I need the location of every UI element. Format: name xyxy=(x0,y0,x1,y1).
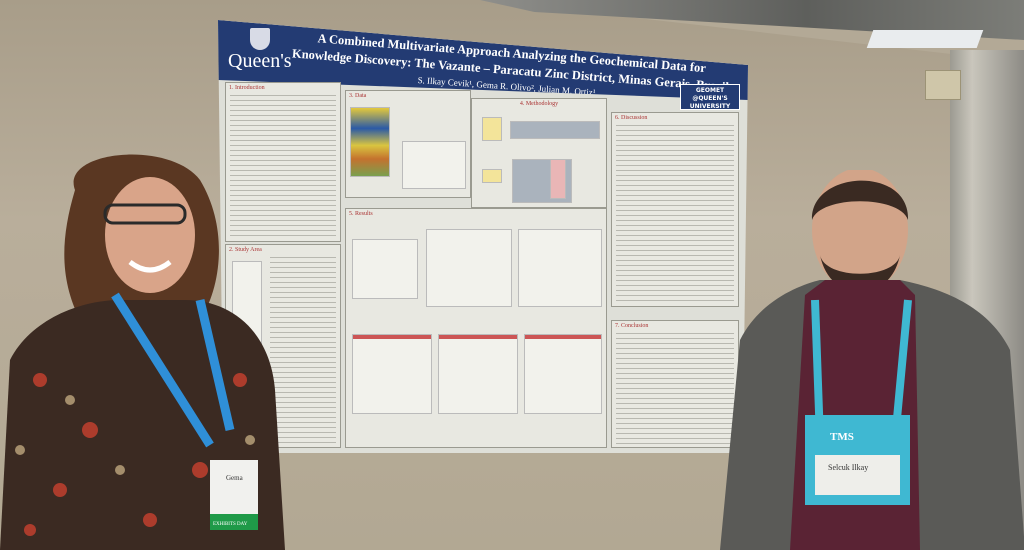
section-introduction: 1. Introduction xyxy=(225,82,341,242)
section-heading: 7. Conclusion xyxy=(615,323,649,329)
section-heading: 2. Study Area xyxy=(229,247,262,253)
ceiling-light xyxy=(866,30,984,48)
presenter-man: TMS Selcuk Ilkay xyxy=(720,170,1024,550)
section-heading: 5. Results xyxy=(349,211,373,217)
section-heading: 4. Methodology xyxy=(519,101,559,107)
section-conclusion: 7. Conclusion xyxy=(611,320,739,448)
glasses xyxy=(103,203,187,225)
section-heading: 3. Data xyxy=(349,93,367,99)
badge-name: Selcuk Ilkay xyxy=(828,463,868,472)
board-label xyxy=(925,70,961,100)
section-results: 5. Results xyxy=(345,208,607,448)
section-methodology: 4. Methodology xyxy=(471,98,607,208)
badge-name: Gema xyxy=(226,474,244,482)
hair xyxy=(811,180,909,220)
queens-crest-icon xyxy=(250,28,270,50)
name-badge xyxy=(815,455,900,495)
badge-ribbon: EXHIBITS DAY xyxy=(213,522,248,527)
lanyard xyxy=(111,292,235,448)
section-discussion: 6. Discussion xyxy=(611,112,739,307)
queens-logo: Queen's xyxy=(228,50,292,72)
section-data: 3. Data xyxy=(345,90,471,198)
presenter-woman: Gema EXHIBITS DAY xyxy=(0,154,285,550)
event-logo: TMS xyxy=(830,431,854,443)
section-heading: 6. Discussion xyxy=(615,115,648,121)
research-poster: Queen's A Combined Multivariate Approach… xyxy=(218,20,748,453)
geomet-badge: GEOMET @QUEEN'S UNIVERSITY xyxy=(680,84,740,110)
face xyxy=(105,177,195,293)
section-heading: 1. Introduction xyxy=(229,85,265,91)
